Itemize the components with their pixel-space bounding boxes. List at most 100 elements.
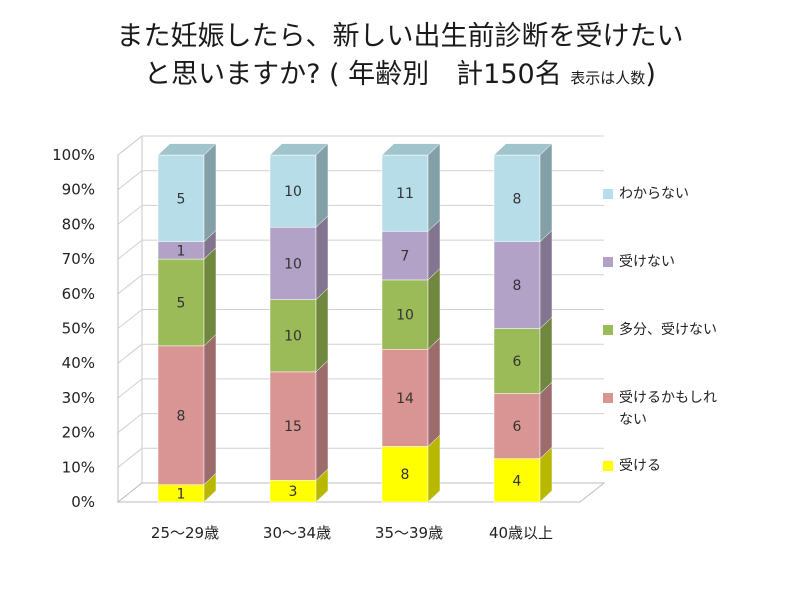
title-line-2-main: と思いますか? ( 年齢別 計150名 [144, 59, 562, 90]
title-line-2: と思いますか? ( 年齢別 計150名 表示は人数) [0, 56, 800, 97]
title-line-1: また妊娠したら、新しい出生前診断を受けたい [116, 21, 684, 52]
bar-stack: 1 8 5 1 5 [157, 143, 217, 503]
legend-label: 受けない [619, 254, 675, 270]
data-label: 8 [513, 278, 522, 294]
bar-segment-side [427, 337, 441, 448]
y-tick-label: 80% [62, 215, 95, 233]
bar-segment-side [315, 359, 329, 481]
data-label: 11 [396, 186, 414, 202]
bar-segment-side [539, 143, 553, 243]
gridline-side [117, 378, 143, 399]
x-category-label: 30～34歳 [263, 524, 331, 542]
y-tick-label: 10% [62, 458, 95, 476]
legend-label: わからない [619, 186, 689, 202]
x-axis: 25～29歳 30～34歳 35～39歳 40歳以上 [151, 524, 553, 542]
y-tick-label: 30% [62, 389, 95, 407]
legend-swatch [603, 393, 613, 403]
data-label: 1 [177, 486, 186, 502]
bar-segment-side [315, 287, 329, 373]
bar-segment-side [315, 143, 329, 228]
data-label: 6 [513, 419, 522, 435]
y-tick-label: 0% [71, 493, 95, 511]
bar-segment [493, 458, 541, 503]
chart-title: また妊娠したら、新しい出生前診断を受けたい と思いますか? ( 年齢別 計150… [0, 18, 800, 97]
legend-item: 受けない [603, 254, 675, 270]
bar-top [157, 143, 217, 156]
bar-segment-side [539, 316, 553, 395]
bar-segment-side [427, 143, 441, 232]
gridline-side [117, 274, 143, 295]
gridline-side [117, 413, 143, 433]
bar-segment-side [203, 247, 217, 347]
data-label: 8 [401, 467, 410, 483]
bar-segment [493, 154, 541, 242]
bar-segment [269, 371, 317, 481]
bar-segment-side [539, 229, 553, 330]
data-label: 8 [177, 408, 186, 424]
data-label: 5 [177, 295, 186, 311]
data-label: 5 [177, 191, 186, 207]
legend-item: 受けるかもしれない [603, 390, 717, 428]
y-tick-label: 70% [62, 250, 95, 268]
data-label: 3 [289, 484, 298, 500]
gridline-side [117, 309, 143, 329]
bar-segment-side [427, 434, 441, 503]
data-label: 7 [401, 249, 410, 265]
legend-label: 受ける [619, 458, 661, 474]
bar-segment [269, 227, 317, 300]
bar-segment-side [539, 381, 553, 460]
legend-swatch [603, 325, 613, 335]
legend-item: わからない [603, 186, 689, 202]
bar-segment [493, 241, 541, 329]
y-tick-label: 50% [62, 320, 95, 338]
bar-segment [381, 446, 429, 503]
data-label: 10 [396, 308, 414, 324]
data-label: 4 [513, 473, 522, 489]
gridline-side [117, 135, 143, 156]
legend-swatch [603, 461, 613, 471]
y-tick-label: 90% [62, 181, 95, 199]
title-note: 表示は人数 [570, 69, 646, 87]
legend-label: 多分、受けない [619, 321, 717, 338]
bar-top [493, 143, 553, 156]
bar-stack: 4 6 6 8 8 [493, 143, 553, 503]
bar-segment-side [427, 267, 441, 350]
data-label: 1 [177, 243, 186, 259]
y-tick-label: 60% [62, 285, 95, 303]
bar-segment-side [203, 333, 217, 486]
legend-swatch [603, 257, 613, 267]
bar-segment [269, 154, 317, 228]
bar-top [269, 143, 329, 156]
y-tick-label: 40% [62, 354, 95, 372]
x-category-label: 40歳以上 [489, 524, 553, 542]
bar-segment-side [315, 215, 329, 301]
y-tick-label: 100% [52, 146, 95, 164]
legend-label: 受けるかもしれない [619, 390, 717, 428]
data-label: 10 [284, 184, 302, 200]
gridline-side [117, 343, 143, 364]
gridline-side [117, 239, 143, 260]
y-axis: 0% 10% 20% 30% 40% 50% 60% 70% 80% 90% 100% [52, 146, 119, 511]
bar-stack: 8 14 10 7 11 [381, 143, 441, 503]
data-label: 6 [513, 354, 522, 370]
gridline-side [117, 447, 143, 468]
gridline-side [117, 205, 143, 225]
bar-stack: 3 15 10 10 10 [269, 143, 329, 503]
legend-item: 受ける [603, 458, 661, 474]
x-category-label: 35～39歳 [375, 524, 443, 542]
bar-segment [493, 393, 541, 459]
data-label: 14 [396, 391, 414, 407]
gridline-side [117, 170, 143, 191]
data-label: 15 [284, 419, 302, 435]
x-category-label: 25～29歳 [151, 524, 219, 542]
bar-top [381, 143, 441, 156]
data-label: 10 [284, 256, 302, 272]
y-tick-label: 20% [62, 424, 95, 442]
title-close: ) [645, 59, 656, 90]
data-label: 8 [513, 191, 522, 207]
bar-segment-side [203, 143, 217, 243]
bar-segment [157, 345, 205, 485]
